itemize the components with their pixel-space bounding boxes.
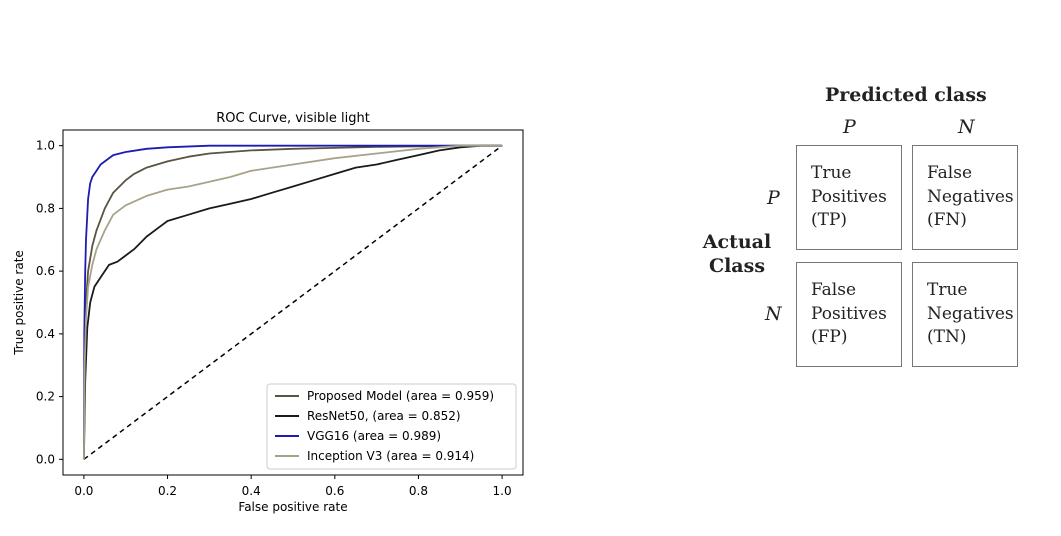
roc-series-line-0 xyxy=(83,144,503,460)
y-tick-label: 0.4 xyxy=(36,327,55,341)
cm-cell-text: Positives xyxy=(811,186,887,207)
cm-cell-text: False xyxy=(811,280,856,300)
cm-cell-text: True xyxy=(811,163,852,183)
cm-col-header-p: P xyxy=(843,116,856,138)
roc-series-line-3 xyxy=(83,144,503,460)
y-ticks: 0.0 0.2 0.4 0.6 0.8 1.0 xyxy=(36,139,63,466)
roc-series-line-2 xyxy=(83,144,503,460)
x-ticks: 0.0 0.2 0.4 0.6 0.8 1.0 xyxy=(74,475,512,498)
legend-label: ResNet50, (area = 0.852) xyxy=(307,409,461,423)
cm-cell-tp: True Positives (TP) xyxy=(796,145,902,250)
diagonal-baseline xyxy=(83,145,503,460)
legend-label: Proposed Model (area = 0.959) xyxy=(307,389,494,403)
y-tick-label: 0.2 xyxy=(36,390,55,404)
roc-chart-panel: ROC Curve, visible light False positive … xyxy=(12,111,524,514)
cm-row-axis-label: Actual Class xyxy=(702,231,772,277)
legend: Proposed Model (area = 0.959) ResNet50, (… xyxy=(266,383,517,470)
cm-cell-tn: True Negatives (TN) xyxy=(912,262,1018,367)
cm-cell-text: (TN) xyxy=(927,327,967,347)
legend-label: VGG16 (area = 0.989) xyxy=(307,429,441,443)
cm-cell-fn: False Negatives (FN) xyxy=(912,145,1018,250)
cm-cell-text: False xyxy=(927,163,972,183)
legend-box xyxy=(266,383,517,470)
cm-cell-fp: False Positives (FP) xyxy=(796,262,902,367)
x-tick-label: 1.0 xyxy=(493,484,512,498)
cm-cell-text: (FP) xyxy=(811,327,848,347)
x-tick-label: 0.2 xyxy=(158,484,177,498)
cm-row-header-p: P xyxy=(767,187,780,209)
y-axis-label: True positive rate xyxy=(12,250,26,356)
y-tick-label: 0.6 xyxy=(36,264,55,278)
cm-cell-text: Positives xyxy=(811,303,887,324)
x-tick-label: 0.6 xyxy=(325,484,344,498)
cm-row-header-n: N xyxy=(765,303,782,325)
roc-chart: ROC Curve, visible light False positive … xyxy=(12,111,524,514)
cm-col-header-n: N xyxy=(958,116,975,138)
roc-series-line-1 xyxy=(83,144,503,460)
confusion-matrix: Predicted class P N P N Actual Class Tru… xyxy=(690,70,1050,390)
roc-curves xyxy=(83,144,503,460)
x-axis-label: False positive rate xyxy=(238,500,347,514)
cm-title: Predicted class xyxy=(825,84,987,106)
y-tick-label: 0.0 xyxy=(36,452,55,466)
x-tick-label: 0.0 xyxy=(74,484,93,498)
cm-cell-text: Negatives xyxy=(927,186,1014,207)
legend-label: Inception V3 (area = 0.914) xyxy=(307,449,474,463)
chart-title: ROC Curve, visible light xyxy=(216,111,370,126)
x-tick-label: 0.8 xyxy=(409,484,428,498)
cm-cell-text: True xyxy=(927,280,968,300)
cm-cell-text: (FN) xyxy=(927,210,967,230)
y-tick-label: 1.0 xyxy=(36,139,55,153)
cm-cell-text: Negatives xyxy=(927,303,1014,324)
y-tick-label: 0.8 xyxy=(36,201,55,215)
cm-cell-text: (TP) xyxy=(811,210,848,230)
x-tick-label: 0.4 xyxy=(242,484,261,498)
